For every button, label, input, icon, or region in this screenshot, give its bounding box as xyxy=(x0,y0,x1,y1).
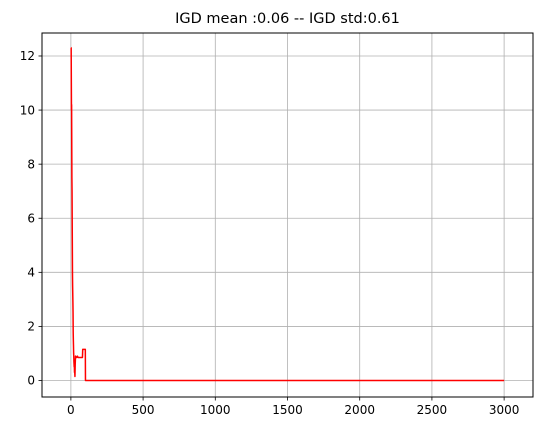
x-tick-label: 3000 xyxy=(489,403,520,417)
x-axis-ticks: 0 500 1000 1500 2000 2500 3000 xyxy=(67,397,519,417)
y-tick-label: 0 xyxy=(27,374,35,388)
chart-title: IGD mean :0.06 -- IGD std:0.61 xyxy=(175,11,400,27)
x-tick-label: 0 xyxy=(67,403,75,417)
y-tick-label: 4 xyxy=(27,266,35,280)
x-tick-label: 500 xyxy=(132,403,155,417)
y-tick-label: 10 xyxy=(20,103,35,117)
x-tick-label: 2500 xyxy=(417,403,448,417)
grid-lines xyxy=(42,33,533,397)
y-axis-ticks: 0 2 4 6 8 10 12 xyxy=(20,49,42,388)
y-tick-label: 8 xyxy=(27,157,35,171)
y-tick-label: 12 xyxy=(20,49,35,63)
y-tick-label: 6 xyxy=(27,211,35,225)
x-tick-label: 2000 xyxy=(344,403,375,417)
y-tick-label: 2 xyxy=(27,320,35,334)
x-tick-label: 1000 xyxy=(200,403,231,417)
x-tick-label: 1500 xyxy=(272,403,303,417)
